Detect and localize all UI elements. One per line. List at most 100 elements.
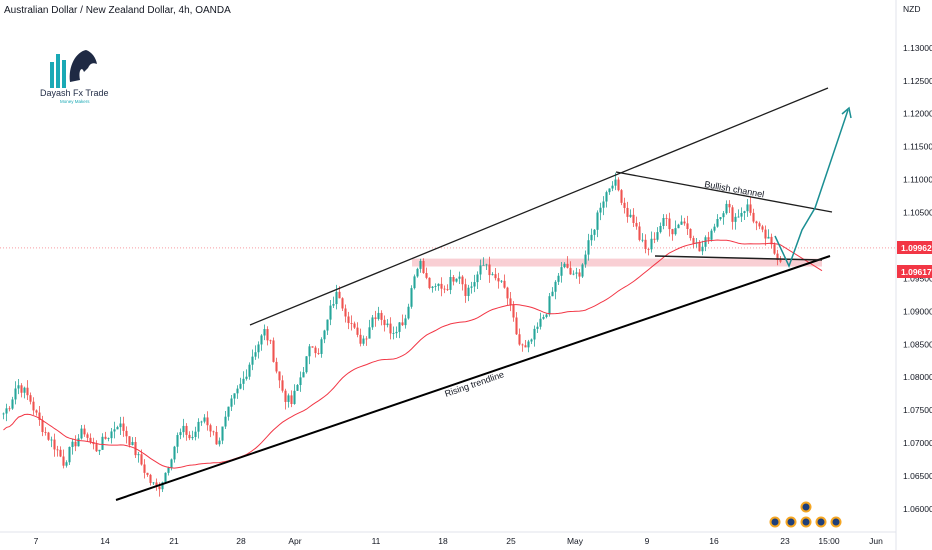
candle-body bbox=[419, 260, 422, 269]
candle-body bbox=[578, 272, 581, 277]
candle-body bbox=[230, 398, 233, 407]
channel-upper-line bbox=[249, 87, 829, 326]
candle-body bbox=[710, 230, 713, 240]
candle-body bbox=[767, 236, 770, 239]
arrow-head-icon bbox=[841, 106, 852, 119]
event-flag-inner bbox=[771, 518, 779, 526]
candle-body bbox=[446, 289, 449, 291]
candle-body bbox=[77, 438, 80, 447]
candle-body bbox=[749, 204, 752, 213]
candle-body bbox=[290, 395, 293, 404]
candle-body bbox=[512, 304, 515, 318]
candle-body bbox=[239, 383, 242, 389]
candle-body bbox=[275, 361, 278, 372]
time-tick-label: 9 bbox=[645, 536, 650, 546]
price-tick-label: 1.09000 bbox=[903, 306, 932, 316]
candle-body bbox=[410, 288, 413, 307]
candle-body bbox=[551, 291, 554, 297]
candle-body bbox=[248, 364, 251, 377]
candle-body bbox=[386, 323, 389, 326]
bullish-channel-top bbox=[615, 171, 833, 213]
candle-body bbox=[701, 246, 704, 252]
candle-body bbox=[167, 467, 170, 473]
candle-body bbox=[335, 291, 338, 305]
candle-body bbox=[314, 347, 317, 354]
candle-body bbox=[416, 268, 419, 277]
candle-body bbox=[743, 211, 746, 213]
candle-body bbox=[59, 449, 62, 457]
candle-body bbox=[206, 417, 209, 426]
candle-body bbox=[632, 214, 635, 223]
candle-body bbox=[236, 388, 239, 394]
candle-body bbox=[146, 472, 149, 475]
candle-body bbox=[407, 306, 410, 319]
candle-body bbox=[320, 339, 323, 354]
candle-body bbox=[260, 335, 263, 345]
candle-body bbox=[344, 308, 347, 317]
candle-body bbox=[50, 439, 53, 441]
candle-body bbox=[602, 201, 605, 208]
candle-body bbox=[242, 378, 245, 384]
candle-body bbox=[302, 372, 305, 378]
candle-body bbox=[476, 274, 479, 283]
candle-body bbox=[539, 318, 542, 327]
candle-body bbox=[647, 248, 650, 250]
candle-body bbox=[329, 305, 332, 320]
candle-body bbox=[620, 190, 623, 203]
candle-body bbox=[26, 387, 29, 396]
logo-brand: Dayash Fx Trade bbox=[40, 88, 109, 98]
candle-body bbox=[149, 474, 152, 483]
candle-body bbox=[752, 212, 755, 222]
candle-body bbox=[35, 410, 38, 413]
candle-body bbox=[422, 260, 425, 274]
candle-body bbox=[686, 223, 689, 229]
candle-body bbox=[266, 329, 269, 341]
candle-body bbox=[527, 341, 530, 348]
candle-body bbox=[698, 242, 701, 252]
candle-body bbox=[182, 425, 185, 433]
candle-body bbox=[200, 421, 203, 423]
candle-body bbox=[566, 263, 569, 268]
candle-body bbox=[29, 395, 32, 402]
candle-body bbox=[17, 385, 20, 389]
candle-body bbox=[188, 434, 191, 439]
candle-body bbox=[278, 371, 281, 381]
candle-body bbox=[509, 298, 512, 305]
candle-body bbox=[431, 286, 434, 288]
candle-body bbox=[689, 228, 692, 239]
event-flag-inner bbox=[832, 518, 840, 526]
candle-body bbox=[326, 319, 329, 331]
candle-body bbox=[500, 280, 503, 282]
candle-body bbox=[161, 482, 164, 490]
candle-body bbox=[107, 438, 110, 439]
candle-body bbox=[470, 286, 473, 288]
candle-body bbox=[467, 287, 470, 296]
candle-body bbox=[638, 226, 641, 240]
candle-body bbox=[80, 428, 83, 439]
candle-body bbox=[524, 345, 527, 348]
candle-body bbox=[563, 263, 566, 268]
price-tick-label: 1.07000 bbox=[903, 438, 932, 448]
candle-body bbox=[707, 237, 710, 240]
candle-body bbox=[677, 224, 680, 229]
price-tag-ma-text: 1.09617 bbox=[901, 267, 932, 277]
candle-body bbox=[779, 260, 782, 262]
candle-body bbox=[389, 323, 392, 334]
price-tag-ma: 1.09617 bbox=[897, 265, 932, 278]
event-flag-inner bbox=[787, 518, 795, 526]
time-tick-label: 23 bbox=[780, 536, 790, 546]
candle-body bbox=[311, 346, 314, 348]
candle-body bbox=[317, 353, 320, 354]
candle-body bbox=[605, 192, 608, 202]
candle-body bbox=[224, 416, 227, 427]
candle-body bbox=[119, 423, 122, 428]
candle-body bbox=[530, 339, 533, 342]
price-tick-label: 1.13000 bbox=[903, 43, 932, 53]
candle-body bbox=[449, 276, 452, 290]
candle-body bbox=[395, 331, 398, 334]
candle-body bbox=[734, 216, 737, 222]
candle-body bbox=[155, 482, 158, 487]
candle-body bbox=[557, 275, 560, 282]
